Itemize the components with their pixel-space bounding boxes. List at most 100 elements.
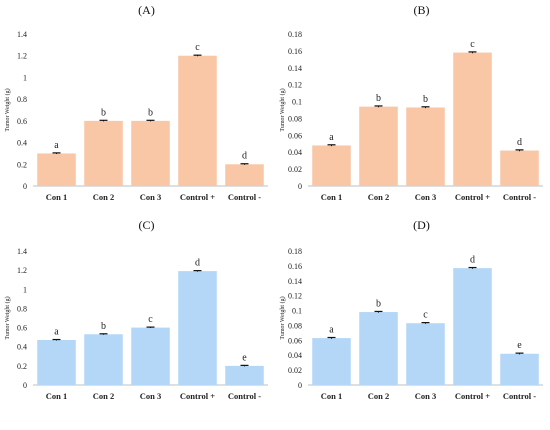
- y-tick-label: 0: [23, 381, 27, 390]
- bar-c-5: [225, 365, 264, 385]
- x-category-label: Con 2: [93, 192, 115, 202]
- y-tick-label: 0.08: [288, 321, 302, 330]
- y-axis-label-d: Tumor Weight (g): [279, 296, 286, 339]
- bar-c-2: [84, 334, 123, 385]
- chart-title-b: (B): [414, 3, 430, 17]
- y-tick-label: 1.2: [17, 266, 27, 275]
- bar-c-4: [178, 271, 217, 385]
- significance-letter: d: [517, 137, 522, 148]
- y-tick-label: 0.02: [288, 165, 302, 174]
- y-tick-label: 0.8: [17, 95, 27, 104]
- bar-b-1: [312, 145, 351, 186]
- x-category-label: Control +: [455, 391, 490, 401]
- bar-b-4: [453, 52, 492, 187]
- significance-letter: d: [242, 151, 247, 162]
- x-category-label: Con 3: [415, 192, 437, 202]
- x-category-label: Con 1: [321, 391, 343, 401]
- chart-title-a: (A): [138, 3, 155, 17]
- significance-letter: c: [423, 310, 428, 321]
- chart-title-d: (D): [413, 218, 430, 232]
- x-category-label: Con 2: [93, 391, 115, 401]
- bar-d-1: [312, 338, 351, 385]
- y-tick-label: 1: [23, 73, 27, 82]
- significance-letter: b: [148, 107, 153, 118]
- y-tick-label: 0.6: [17, 117, 27, 126]
- y-tick-label: 0.14: [288, 277, 302, 286]
- y-tick-label: 1.2: [17, 52, 27, 61]
- x-category-label: Con 2: [368, 391, 390, 401]
- significance-letter: c: [470, 39, 475, 50]
- y-tick-label: 0.12: [288, 292, 302, 301]
- significance-letter: e: [242, 352, 247, 363]
- x-category-label: Con 3: [140, 391, 162, 401]
- bar-d-5: [500, 353, 539, 385]
- significance-letter: d: [195, 258, 200, 269]
- y-tick-label: 0.14: [288, 64, 302, 73]
- chart-b-svg: (B) Tumor Weight (g) 0 0.02 0.04 0.06 0.08 0.1 0…: [279, 3, 543, 202]
- bar-d-2: [359, 312, 398, 385]
- y-axis-label-b: Tumor Weight (g): [279, 88, 286, 131]
- y-tick-label: 0.04: [288, 148, 302, 157]
- y-tick-label: 0.1: [292, 98, 302, 107]
- x-category-label: Control +: [180, 391, 215, 401]
- chart-panel-d: (D) Tumor Weight (g) 0 0.02 0.04 0.06 0.08 0.1 0…: [275, 215, 550, 430]
- y-tick-label: 0.2: [17, 160, 27, 169]
- significance-letter: b: [101, 107, 106, 118]
- y-tick-label: 1.4: [17, 30, 27, 39]
- significance-letter: a: [329, 325, 334, 336]
- chart-a-svg: (A) Tumor Weight (g) 0 0.2 0.4 0.6 0.8 1 1.2 1.4 a…: [4, 3, 268, 202]
- significance-letter: b: [101, 321, 106, 332]
- y-axis-label-c: Tumor Weight (g): [4, 296, 11, 339]
- significance-letter: b: [423, 94, 428, 105]
- chart-panel-b: (B) Tumor Weight (g) 0 0.02 0.04 0.06 0.08 0.1 0…: [275, 0, 550, 215]
- y-tick-label: 0.06: [288, 336, 302, 345]
- y-tick-label: 0.4: [17, 343, 27, 352]
- y-tick-label: 0.4: [17, 139, 27, 148]
- x-category-label: Control -: [228, 192, 261, 202]
- y-tick-label: 0.04: [288, 351, 302, 360]
- y-tick-label: 0.08: [288, 114, 302, 123]
- y-tick-label: 0.8: [17, 304, 27, 313]
- y-tick-label: 0.16: [288, 47, 302, 56]
- y-tick-label: 0.12: [288, 81, 302, 90]
- bar-a-1: [37, 153, 76, 186]
- x-category-label: Control -: [503, 391, 536, 401]
- significance-letter: a: [329, 132, 334, 143]
- chart-panel-c: (C) Tumor Weight (g) 0 0.2 0.4 0.6 0.8 1 1.2 1.4 a…: [0, 215, 275, 430]
- x-category-label: Con 1: [46, 192, 68, 202]
- bar-a-5: [225, 164, 264, 186]
- x-category-label: Control +: [180, 192, 215, 202]
- bar-c-3: [131, 327, 170, 385]
- bar-b-5: [500, 150, 539, 186]
- chart-title-c: (C): [139, 218, 155, 232]
- bar-b-2: [359, 106, 398, 186]
- chart-panel-a: (A) Tumor Weight (g) 0 0.2 0.4 0.6 0.8 1 1.2 1.4 a…: [0, 0, 275, 215]
- y-axis-label-a: Tumor Weight (g): [4, 88, 11, 131]
- y-tick-label: 0: [23, 182, 27, 191]
- y-tick-label: 0.18: [288, 247, 302, 256]
- chart-d-svg: (D) Tumor Weight (g) 0 0.02 0.04 0.06 0.08 0.1 0…: [279, 218, 543, 401]
- bar-a-3: [131, 120, 170, 186]
- bar-b-3: [406, 107, 445, 186]
- x-category-label: Control -: [503, 192, 536, 202]
- y-tick-label: 0.18: [288, 30, 302, 39]
- bar-c-1: [37, 340, 76, 385]
- significance-letter: a: [54, 140, 59, 151]
- y-tick-label: 0.2: [17, 362, 27, 371]
- significance-letter: b: [376, 93, 381, 104]
- significance-letter: c: [148, 314, 153, 325]
- chart-c-svg: (C) Tumor Weight (g) 0 0.2 0.4 0.6 0.8 1 1.2 1.4 a…: [4, 218, 268, 401]
- y-tick-label: 0.06: [288, 131, 302, 140]
- y-tick-label: 0: [298, 182, 302, 191]
- y-tick-label: 0.6: [17, 324, 27, 333]
- significance-letter: d: [470, 255, 475, 266]
- bar-a-2: [84, 120, 123, 186]
- x-category-label: Con 3: [140, 192, 162, 202]
- bar-d-3: [406, 323, 445, 385]
- y-tick-label: 0: [298, 381, 302, 390]
- y-tick-label: 1.4: [17, 247, 27, 256]
- significance-letter: a: [54, 327, 59, 338]
- y-tick-label: 1: [23, 285, 27, 294]
- significance-letter: e: [517, 340, 522, 351]
- x-category-label: Control -: [228, 391, 261, 401]
